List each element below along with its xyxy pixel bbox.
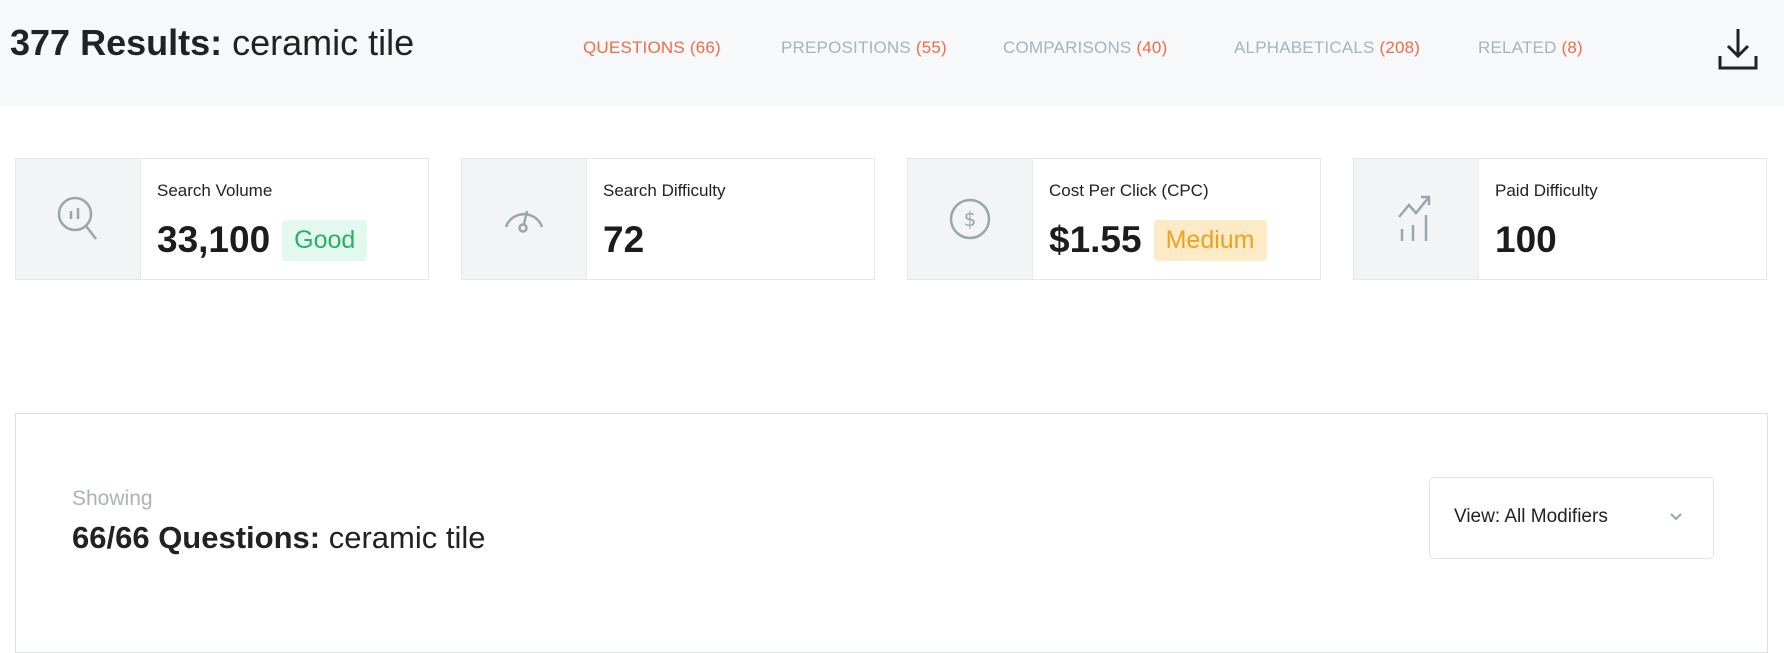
trend-bars-icon: [1398, 195, 1431, 241]
metric-card-paid-difficulty: Paid Difficulty 100: [1353, 158, 1767, 280]
metric-label: Search Difficulty: [603, 181, 726, 200]
tab-count: (66): [689, 38, 721, 57]
metric-number: 72: [603, 219, 645, 260]
metric-label: Paid Difficulty: [1495, 181, 1598, 200]
results-count: 377 Results:: [10, 22, 223, 63]
metric-label: Search Volume: [157, 181, 273, 200]
metric-icon-box: [462, 159, 587, 279]
metric-label: Cost Per Click (CPC): [1049, 181, 1209, 200]
tab-label: RELATED: [1478, 38, 1557, 57]
tab-label: COMPARISONS: [1003, 38, 1132, 57]
questions-count: 66/66 Questions:: [72, 520, 321, 555]
panel-heading: 66/66 Questions: ceramic tile: [72, 520, 485, 556]
tab-comparisons[interactable]: COMPARISONS (40): [1003, 38, 1167, 58]
tab-count: (40): [1136, 38, 1168, 57]
metric-icon-box: $: [908, 159, 1033, 279]
metric-number: $1.55: [1049, 219, 1142, 260]
tab-questions[interactable]: QUESTIONS (66): [583, 38, 721, 58]
metric-icon-box: [16, 159, 141, 279]
svg-text:$: $: [964, 207, 977, 231]
download-button[interactable]: [1716, 26, 1760, 72]
tab-label: QUESTIONS: [583, 38, 685, 57]
metric-value: 100: [1495, 219, 1557, 261]
page-title: 377 Results: ceramic tile: [10, 22, 414, 64]
tab-prepositions[interactable]: PREPOSITIONS (55): [781, 38, 947, 58]
tab-count: (208): [1379, 38, 1421, 57]
download-icon: [1718, 29, 1758, 70]
search-chart-icon: [57, 196, 97, 240]
chevron-down-icon: [1670, 513, 1682, 521]
tab-count: (8): [1561, 38, 1583, 57]
gauge-icon: [504, 210, 544, 233]
results-panel: Showing 66/66 Questions: ceramic tile Vi…: [15, 413, 1768, 653]
dropdown-label: View: All Modifiers: [1454, 506, 1608, 527]
tab-label: PREPOSITIONS: [781, 38, 911, 57]
metric-value: 33,100 Good: [157, 219, 368, 261]
tab-label: ALPHABETICALS: [1234, 38, 1375, 57]
metric-icon-box: [1354, 159, 1479, 279]
query-text: ceramic tile: [232, 22, 415, 63]
showing-label: Showing: [72, 487, 153, 510]
metric-card-cpc: $ Cost Per Click (CPC) $1.55 Medium: [907, 158, 1321, 280]
tab-alphabeticals[interactable]: ALPHABETICALS (208): [1234, 38, 1420, 58]
metric-value: 72: [603, 219, 644, 261]
panel-query: ceramic tile: [328, 520, 486, 555]
status-badge: Good: [282, 219, 368, 261]
metric-value: $1.55 Medium: [1049, 219, 1267, 261]
view-modifiers-dropdown[interactable]: View: All Modifiers: [1429, 477, 1714, 559]
tab-related[interactable]: RELATED (8): [1478, 38, 1583, 58]
dollar-circle-icon: $: [949, 198, 991, 240]
metric-number: 100: [1495, 219, 1557, 260]
metric-number: 33,100: [157, 219, 271, 260]
metric-card-search-difficulty: Search Difficulty 72: [461, 158, 875, 280]
status-badge: Medium: [1153, 219, 1267, 261]
tab-count: (55): [915, 38, 947, 57]
results-header: 377 Results: ceramic tile QUESTIONS (66)…: [0, 0, 1784, 106]
metric-card-search-volume: Search Volume 33,100 Good: [15, 158, 429, 280]
